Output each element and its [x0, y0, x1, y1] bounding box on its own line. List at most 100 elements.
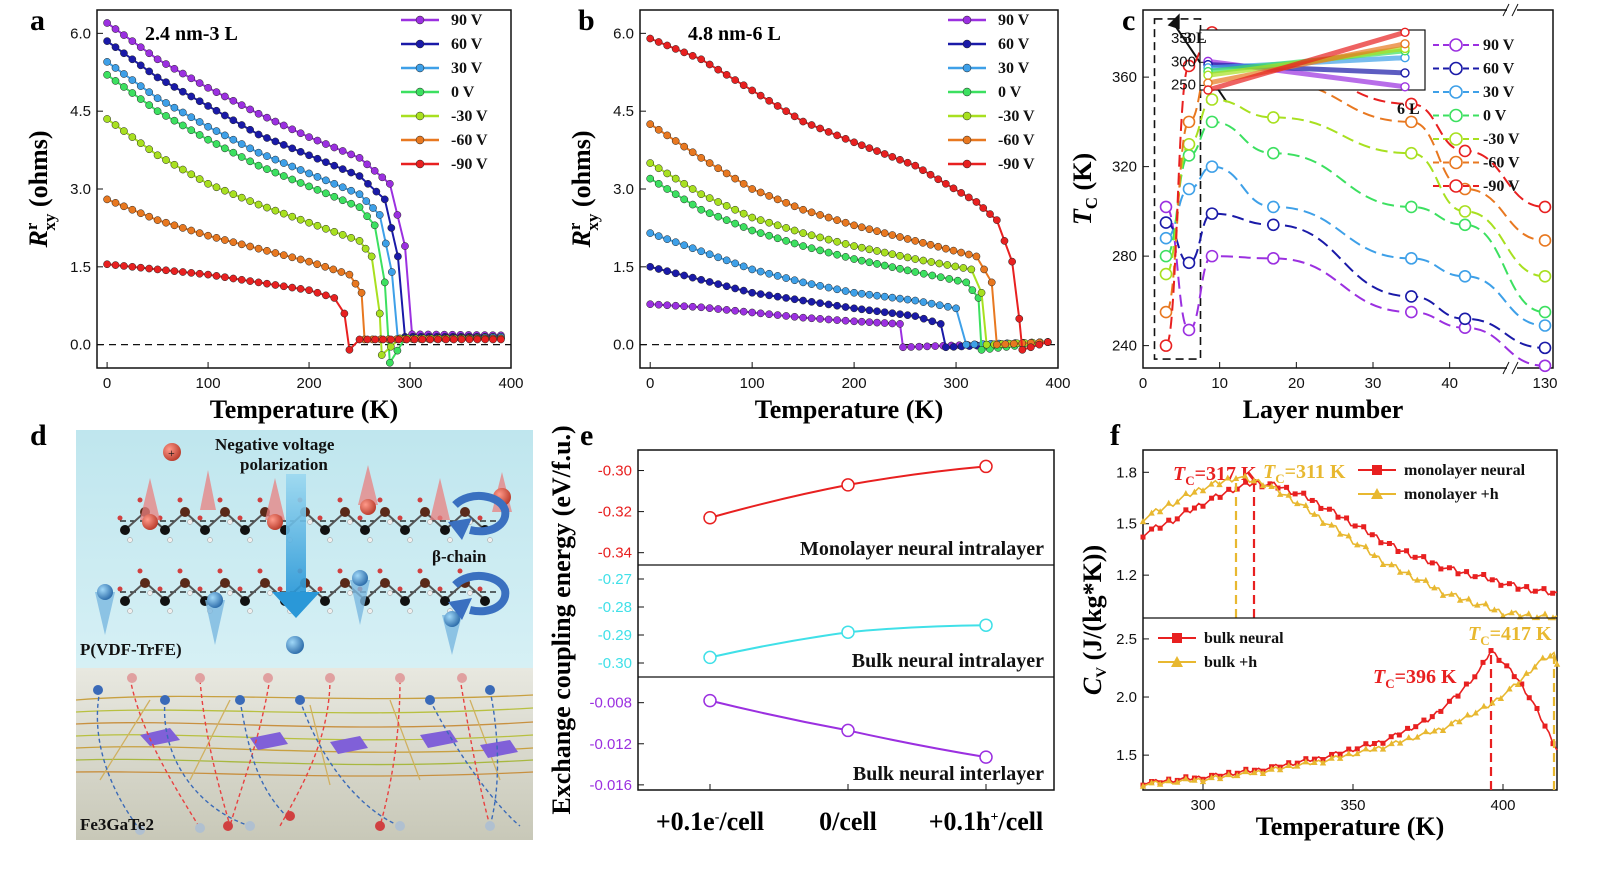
- carbon-atom: [400, 596, 410, 606]
- data-point: [305, 133, 313, 141]
- data-point: [663, 131, 672, 140]
- data-point: [1008, 257, 1016, 266]
- data-point: [697, 154, 706, 162]
- series-0V: 0 V: [1159, 108, 1552, 319]
- data-point: [402, 335, 411, 344]
- data-point: [911, 312, 920, 320]
- y-tick-label: 1.8: [1116, 464, 1137, 481]
- data-point: [229, 238, 238, 247]
- legend-marker: [962, 87, 972, 97]
- carbon-atom: [240, 525, 250, 535]
- arrow-text-2: polarization: [240, 455, 328, 474]
- data-point: [1226, 486, 1232, 492]
- data-point: [979, 618, 993, 632]
- carbon-atom: [220, 507, 230, 517]
- rotation-arrow-upper: [448, 491, 510, 540]
- data-point: [1329, 751, 1335, 757]
- data-point: [128, 133, 137, 141]
- axis-break: [1502, 361, 1510, 375]
- data-point: [221, 144, 229, 153]
- data-point: [111, 25, 120, 33]
- fluorine-atom: [237, 515, 243, 521]
- y-tick-label: 3.0: [613, 181, 634, 198]
- inset-line: [1207, 29, 1406, 93]
- data-point: [773, 292, 782, 301]
- data-point: [799, 117, 807, 126]
- data-point: [170, 116, 179, 125]
- data-point: [799, 229, 807, 237]
- data-point: [329, 265, 338, 274]
- data-point: [1508, 609, 1515, 616]
- plot-frame: [96, 9, 512, 369]
- data-point: [1225, 771, 1232, 778]
- data-point: [364, 179, 372, 188]
- x-tick-label: 100: [196, 375, 221, 392]
- axis-break: [1511, 3, 1519, 17]
- data-point: [790, 312, 799, 321]
- data-point: [263, 113, 271, 122]
- data-point: [654, 125, 663, 134]
- data-point: [279, 172, 288, 180]
- data-point: [1182, 256, 1196, 270]
- schematic-panel-d: + Negative voltage polarization β-ch: [75, 430, 534, 840]
- data-point: [246, 125, 254, 134]
- x-axis-label: Layer number: [1243, 395, 1404, 424]
- data-point: [357, 288, 366, 297]
- data-point: [816, 299, 824, 307]
- legend-marker: [962, 39, 972, 49]
- data-point: [680, 302, 689, 311]
- x-tick-label: 130: [1532, 375, 1557, 392]
- data-point: [934, 175, 943, 184]
- data-point: [1250, 477, 1258, 484]
- data-point: [945, 275, 954, 283]
- y-tick-label: -0.30: [598, 655, 632, 672]
- data-point: [816, 211, 824, 219]
- data-point: [330, 161, 339, 170]
- data-point: [857, 305, 866, 314]
- hydrogen-atom: [387, 519, 393, 525]
- y-tick-label: 1.2: [1116, 567, 1137, 584]
- data-point: [347, 186, 355, 195]
- series-line: [649, 37, 1049, 352]
- hydrogen-atom: [347, 519, 353, 525]
- y-tick-label: 1.5: [70, 259, 91, 276]
- series--30V: -30 V: [1159, 93, 1552, 283]
- data-point: [313, 186, 322, 194]
- data-point: [305, 169, 313, 178]
- hydrogen-atom: [407, 537, 413, 543]
- data-point: [919, 314, 928, 323]
- data-point: [731, 174, 740, 183]
- x-axis-label: Temperature (K): [210, 395, 398, 424]
- data-point: [237, 153, 246, 161]
- y-tick-label: -0.012: [589, 736, 632, 753]
- data-point: [1267, 111, 1280, 124]
- data-point: [204, 135, 212, 144]
- data-point: [162, 218, 170, 227]
- data-point: [697, 190, 706, 199]
- data-point: [1538, 305, 1552, 319]
- data-point: [1241, 472, 1249, 479]
- data-point: [850, 304, 858, 313]
- data-point: [841, 287, 850, 295]
- data-point: [888, 263, 897, 272]
- legend-marker: [1449, 108, 1463, 123]
- data-point: [296, 179, 305, 187]
- y-tick-label: 4.5: [70, 103, 91, 120]
- data-point: [1276, 490, 1284, 497]
- fluorine-atom: [277, 586, 283, 592]
- fluorine-atom: [137, 497, 143, 503]
- data-point: [680, 241, 689, 250]
- data-point: [1480, 702, 1488, 709]
- data-point: [1458, 312, 1472, 326]
- data-point: [841, 303, 850, 311]
- y-tick-label: 280: [1112, 248, 1137, 265]
- series-line: [649, 177, 1048, 351]
- data-point: [449, 335, 458, 344]
- legend-marker: [1171, 656, 1183, 667]
- legend-label: 60 V: [1483, 61, 1515, 78]
- data-point: [229, 274, 238, 283]
- data-point: [1481, 572, 1487, 578]
- data-point: [322, 176, 330, 185]
- data-point: [434, 335, 442, 344]
